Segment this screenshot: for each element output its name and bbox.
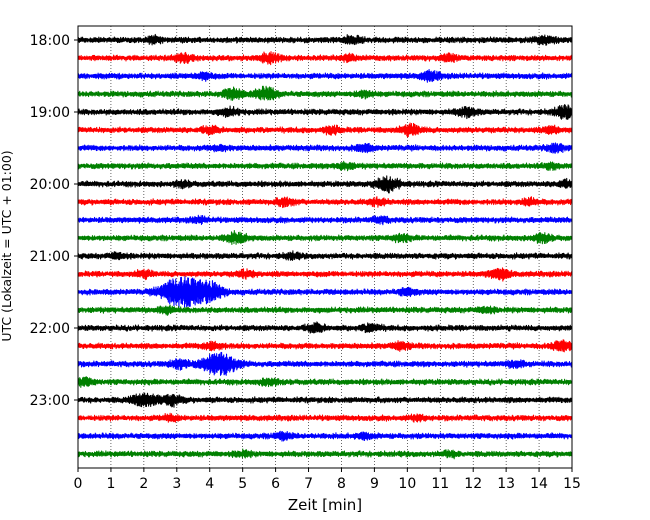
trace-2030 [77, 214, 573, 226]
trace-2245 [77, 376, 573, 388]
trace-2330 [77, 430, 573, 442]
x-tick-label: 13 [497, 476, 515, 492]
trace-2345 [77, 448, 573, 460]
x-tick-label: 7 [304, 476, 313, 492]
x-tick-label: 14 [530, 476, 548, 492]
trace-2230 [77, 351, 573, 376]
x-tick-label: 12 [464, 476, 482, 492]
y-tick-label: 19:00 [30, 105, 70, 121]
x-tick-label: 8 [337, 476, 346, 492]
x-tick-label: 6 [271, 476, 280, 492]
y-axis-label: UTC (Lokalzeit = UTC + 01:00) [0, 150, 14, 341]
x-tick-label: 0 [74, 476, 83, 492]
y-tick-label: 23:00 [30, 393, 70, 409]
x-tick-label: 2 [139, 476, 148, 492]
trace-1900 [77, 104, 573, 120]
trace-2100 [77, 250, 573, 261]
x-axis-label: Zeit [min] [288, 496, 362, 514]
x-tick-label: 3 [172, 476, 181, 492]
trace-1945 [77, 160, 573, 172]
trace-1815 [77, 51, 573, 66]
trace-2215 [77, 339, 573, 353]
trace-2000 [77, 175, 573, 194]
seismic-traces [77, 33, 573, 460]
trace-2115 [77, 267, 573, 282]
y-tick-label: 21:00 [30, 249, 70, 265]
x-axis-ticks: 0 1 2 3 4 5 6 7 8 9 10 11 12 13 14 15 [74, 468, 581, 492]
x-tick-label: 11 [431, 476, 449, 492]
x-tick-label: 9 [370, 476, 379, 492]
trace-1915 [77, 122, 573, 138]
trace-2045 [77, 230, 573, 245]
y-tick-label: 22:00 [30, 321, 70, 337]
x-tick-label: 15 [563, 476, 581, 492]
y-axis-ticks: 18:00 19:00 20:00 21:00 22:00 23:00 [30, 33, 78, 409]
trace-1845 [77, 85, 573, 101]
x-tick-label: 1 [106, 476, 115, 492]
trace-2145 [77, 304, 573, 316]
trace-1830 [77, 69, 573, 83]
trace-1800 [77, 33, 573, 46]
x-tick-label: 4 [205, 476, 214, 492]
trace-2200 [77, 321, 573, 334]
x-tick-label: 5 [238, 476, 247, 492]
trace-2300 [77, 392, 573, 408]
trace-2130 [77, 276, 573, 309]
trace-2015 [77, 196, 573, 209]
plot-frame [77, 25, 573, 469]
trace-2315 [77, 412, 573, 423]
trace-1930 [77, 142, 573, 154]
y-tick-label: 20:00 [30, 177, 70, 193]
x-tick-label: 10 [398, 476, 416, 492]
y-tick-label: 18:00 [30, 33, 70, 49]
